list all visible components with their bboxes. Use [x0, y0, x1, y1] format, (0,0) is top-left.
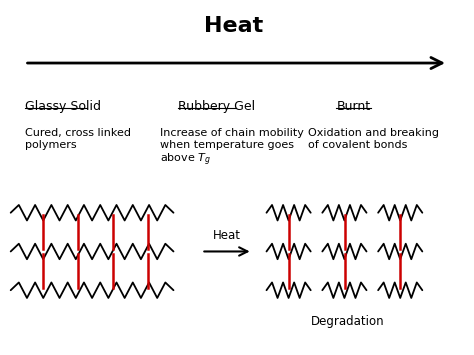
Text: Increase of chain mobility
when temperature goes
above $T_g$: Increase of chain mobility when temperat… [160, 128, 303, 168]
Text: Rubbery Gel: Rubbery Gel [178, 100, 255, 113]
Text: Heat: Heat [204, 16, 264, 36]
Text: Glassy Solid: Glassy Solid [25, 100, 100, 113]
Text: Cured, cross linked
polymers: Cured, cross linked polymers [25, 128, 131, 150]
Text: Heat: Heat [213, 229, 241, 242]
Text: Burnt: Burnt [336, 100, 370, 113]
Text: Oxidation and breaking
of covalent bonds: Oxidation and breaking of covalent bonds [309, 128, 439, 150]
Text: Degradation: Degradation [311, 315, 385, 328]
